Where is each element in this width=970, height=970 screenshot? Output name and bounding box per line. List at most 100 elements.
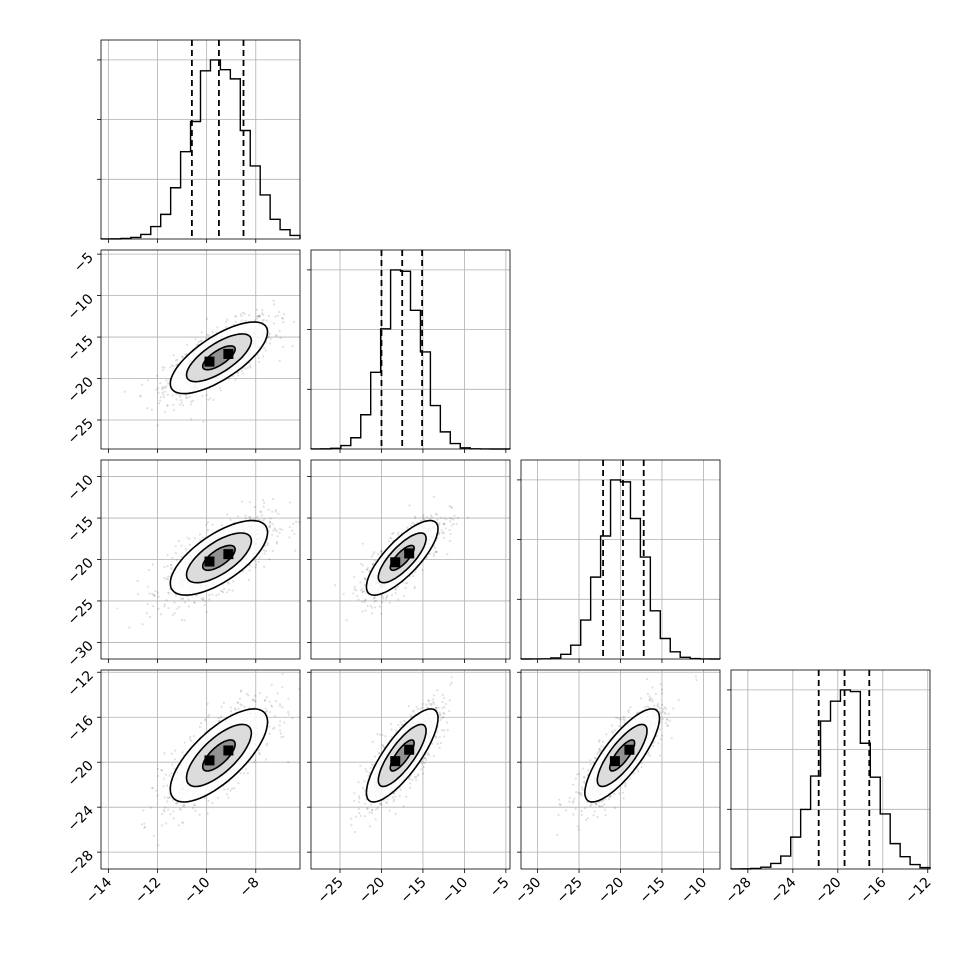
scatter-point (260, 514, 263, 517)
scatter-point (442, 531, 445, 534)
scatter-point (170, 567, 173, 571)
scatter-point (413, 522, 416, 526)
scatter-point (391, 796, 395, 799)
scatter-point (388, 809, 391, 812)
scatter-point (361, 542, 364, 545)
scatter-point (384, 597, 388, 600)
scatter-point (188, 737, 192, 741)
scatter-point (175, 392, 178, 396)
scatter-point (168, 592, 171, 595)
scatter-point (435, 550, 438, 554)
scatter-point (361, 590, 364, 593)
scatter-point (361, 587, 364, 590)
scatter-point (269, 338, 273, 341)
scatter-point (181, 404, 185, 407)
scatter-point (398, 794, 401, 798)
scatter-point (274, 528, 277, 531)
scatter-point (412, 709, 415, 712)
scatter-point (227, 378, 230, 381)
scatter-point (282, 345, 285, 348)
scatter-point (262, 313, 265, 316)
scatter-point (181, 804, 185, 808)
scatter-point (412, 574, 415, 578)
scatter-point (288, 501, 291, 504)
scatter-point (161, 824, 164, 827)
scatter-point (425, 758, 428, 762)
scatter-point (354, 815, 358, 818)
scatter-point (441, 716, 444, 720)
density-peak (223, 348, 234, 359)
scatter-point (381, 601, 384, 604)
scatter-point (445, 721, 449, 724)
scatter-point (164, 410, 167, 413)
scatter-point (185, 396, 188, 399)
scatter-point (155, 374, 159, 377)
scatter-point (246, 366, 250, 369)
scatter-point (380, 549, 383, 553)
scatter-point (157, 591, 160, 594)
scatter-point (170, 563, 173, 567)
scatter-point (350, 817, 353, 820)
scatter-point (384, 801, 388, 804)
scatter-points (350, 676, 453, 834)
scatter-point (276, 535, 279, 538)
scatter-point (188, 538, 191, 541)
scatter-point (658, 754, 661, 757)
scatter-point (163, 603, 166, 606)
scatter-point (450, 676, 453, 679)
scatter-points (123, 299, 296, 427)
scatter-point (175, 364, 178, 367)
scatter-point (217, 720, 221, 723)
scatter-point (380, 803, 383, 806)
scatter-point (190, 739, 193, 742)
scatter-point (427, 699, 430, 702)
scatter-point (440, 729, 443, 732)
scatter-point (203, 718, 207, 721)
scatter-point (258, 314, 261, 317)
scatter-point (422, 515, 425, 518)
scatter-point (165, 784, 169, 787)
scatter-point (218, 386, 221, 389)
scatter-point (257, 751, 261, 754)
scatter-point (270, 533, 274, 537)
scatter-point (275, 334, 278, 337)
scatter-point (381, 744, 384, 747)
scatter-point (202, 597, 205, 600)
scatter-point (221, 590, 224, 593)
scatter-point (426, 556, 429, 559)
scatter-point (240, 704, 243, 707)
scatter-point (152, 605, 155, 608)
scatter-point (166, 382, 170, 385)
scatter-point (163, 366, 166, 369)
scatter-point (386, 801, 389, 804)
scatter-point (200, 331, 203, 334)
scatter-point (405, 581, 409, 585)
scatter-point (450, 506, 454, 510)
scatter-point (180, 401, 183, 404)
scatter-point (262, 355, 265, 358)
scatter-point (202, 420, 205, 423)
scatter-point (366, 568, 369, 571)
scatter-point (176, 607, 179, 610)
scatter-point (358, 797, 361, 800)
scatter-point (395, 729, 398, 732)
scatter-point (151, 592, 154, 595)
scatter-point (189, 403, 193, 406)
scatter-point (371, 562, 375, 565)
scatter-point (648, 695, 651, 698)
scatter-point (257, 356, 260, 359)
scatter-point (268, 332, 272, 335)
scatter-point (201, 394, 204, 398)
scatter-point (378, 733, 381, 736)
scatter-point (367, 774, 370, 777)
scatter-point (204, 719, 207, 722)
scatter-point (166, 796, 169, 799)
scatter-point (236, 701, 239, 704)
scatter-point (357, 807, 360, 810)
scatter-point (298, 687, 300, 691)
scatter-point (161, 813, 164, 816)
scatter-point (361, 564, 365, 567)
scatter-point (363, 583, 366, 586)
scatter-point (643, 706, 647, 709)
scatter-point (259, 511, 263, 514)
